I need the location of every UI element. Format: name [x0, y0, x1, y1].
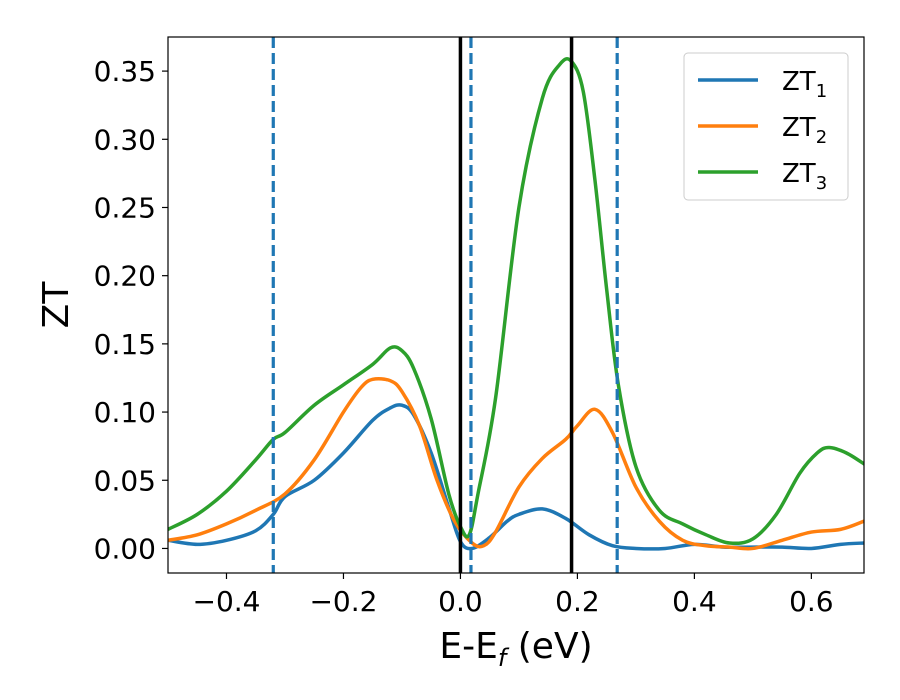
- x-axis-label-base: E-E: [439, 626, 497, 667]
- x-tick-label: 0.0: [438, 585, 483, 618]
- x-tick-label: −0.2: [309, 585, 377, 618]
- legend-box: [683, 52, 849, 201]
- series-line-zt2: [168, 376, 864, 551]
- x-axis-label: E-Ef (eV): [439, 626, 592, 672]
- x-tick-label: 0.4: [672, 585, 717, 618]
- legend-label-zt1: ZT1: [782, 67, 827, 102]
- y-tick-label: 0.20: [94, 260, 156, 293]
- legend-label-zt2: ZT2: [782, 113, 827, 148]
- x-tick-label: 0.2: [555, 585, 600, 618]
- legend: ZT1 ZT2 ZT3: [683, 52, 849, 201]
- y-tick-label: 0.05: [94, 464, 156, 497]
- x-tick-label: −0.4: [192, 585, 260, 618]
- x-axis-ticks: −0.4 −0.2 0.0 0.2 0.4 0.6: [192, 573, 834, 618]
- legend-label-zt3: ZT3: [782, 159, 827, 194]
- y-tick-label: 0.10: [94, 396, 156, 429]
- series-line-zt3: [168, 57, 864, 546]
- y-tick-label: 0.30: [94, 123, 156, 156]
- y-axis-label: ZT: [36, 281, 77, 329]
- y-tick-label: 0.00: [94, 532, 156, 565]
- y-axis-ticks: 0.00 0.05 0.10 0.15 0.20 0.25 0.30 0.35: [94, 55, 168, 565]
- y-tick-label: 0.15: [94, 328, 156, 361]
- y-tick-label: 0.35: [94, 55, 156, 88]
- vline-layer: [271, 37, 619, 573]
- plot-frame: [167, 36, 865, 574]
- x-tick-label: 0.6: [789, 585, 834, 618]
- y-tick-label: 0.25: [94, 191, 156, 224]
- x-axis-label-unit: (eV): [506, 626, 592, 667]
- series-layer: [168, 57, 864, 551]
